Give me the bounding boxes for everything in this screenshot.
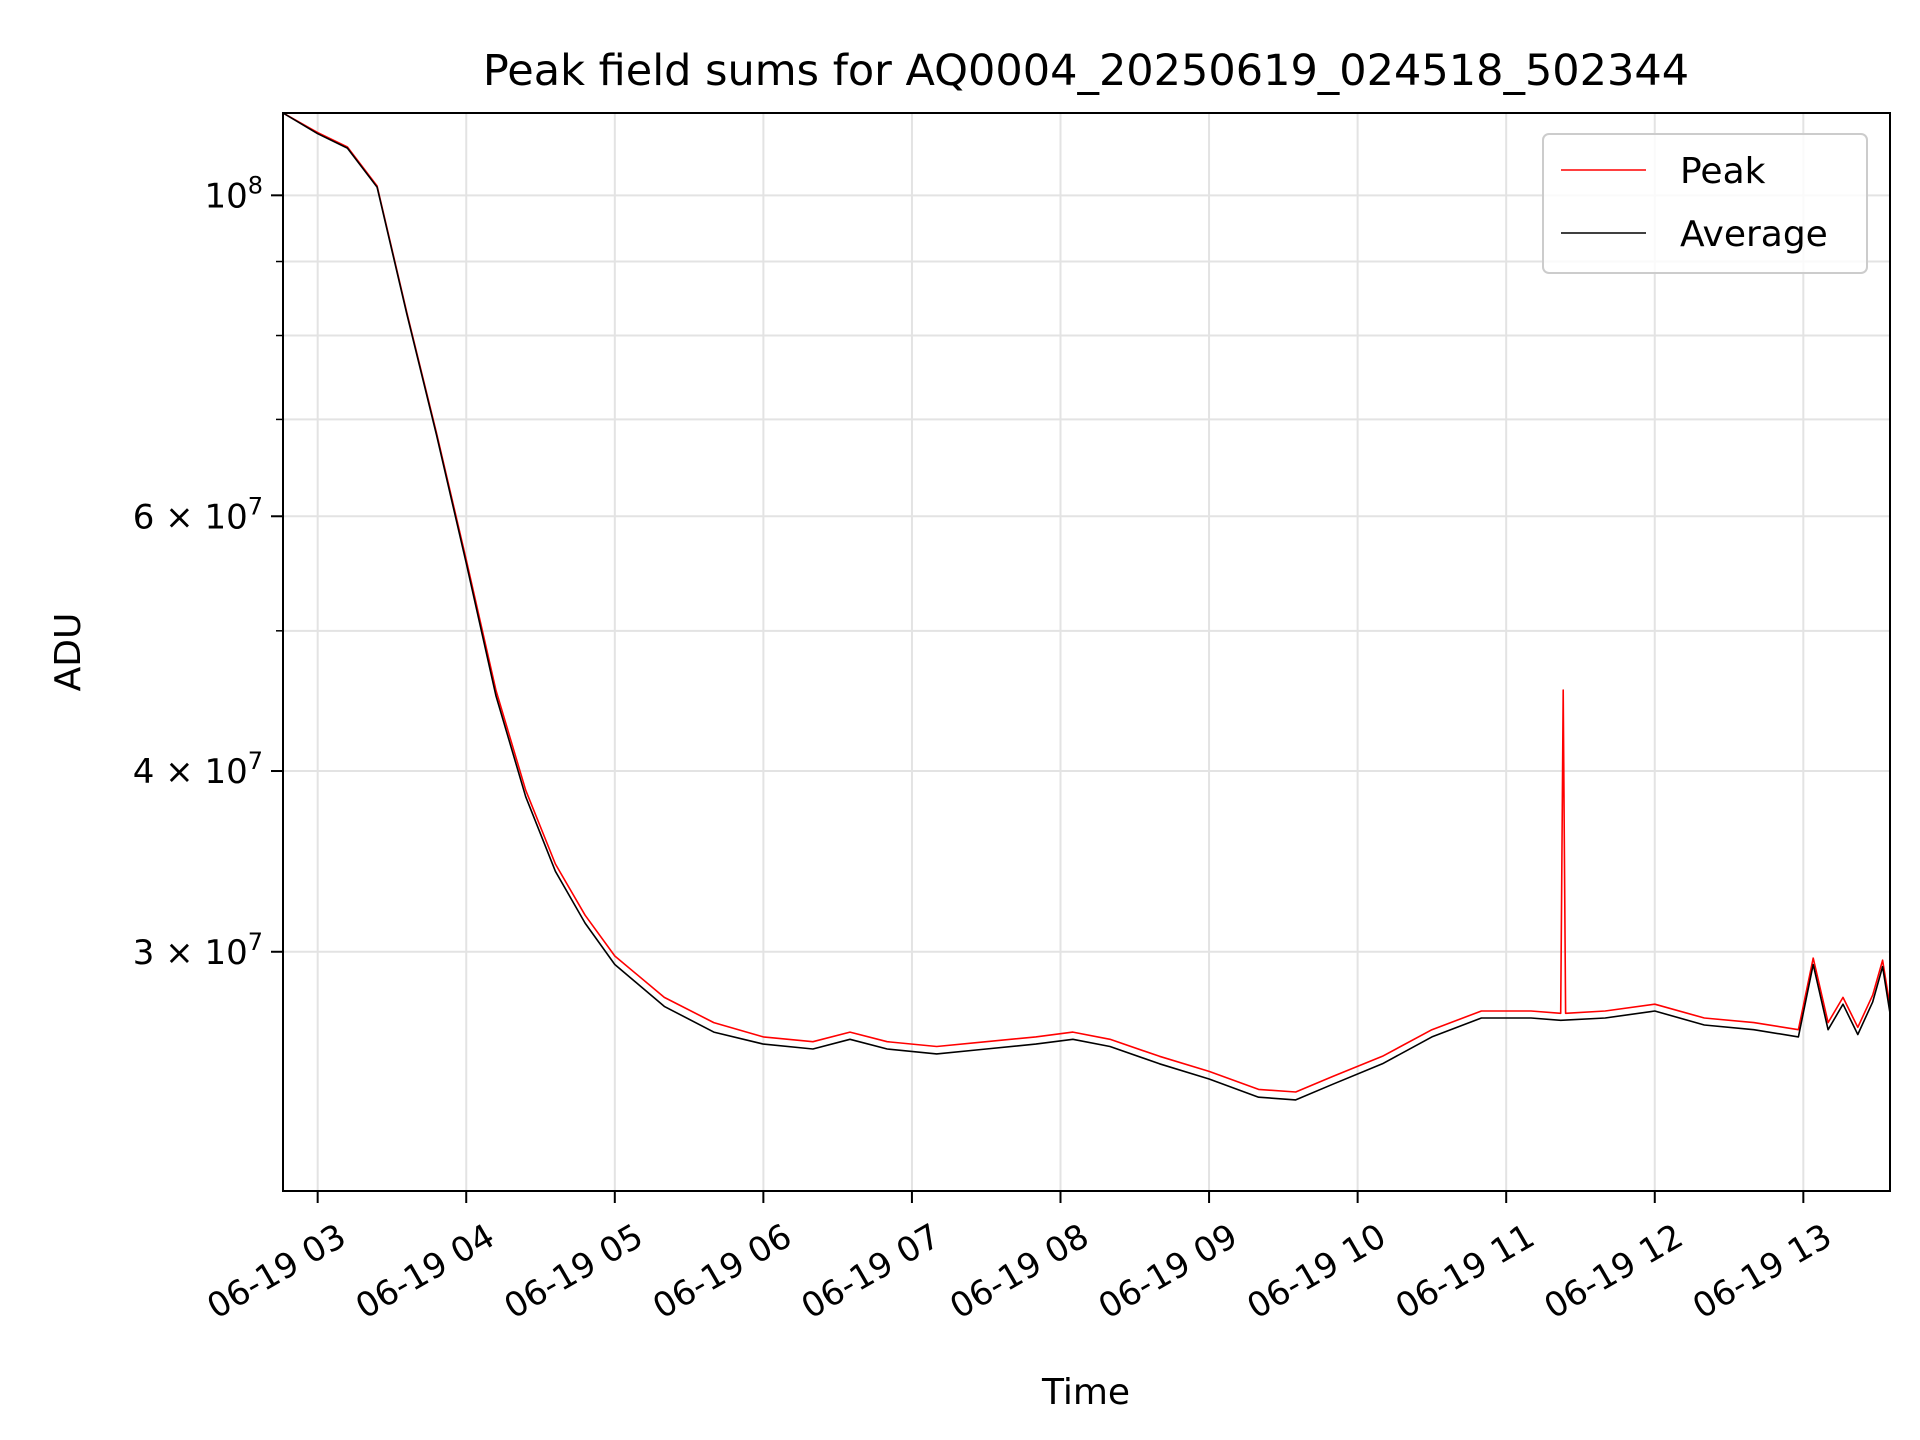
x-axis-label: Time <box>1041 1372 1130 1413</box>
legend: Peak Average <box>1542 133 1868 274</box>
y-tick-label: 4 × 107 <box>133 747 263 792</box>
legend-label-peak: Peak <box>1680 151 1766 192</box>
legend-box <box>1542 133 1868 274</box>
y-tick-label: 6 × 107 <box>133 492 263 537</box>
plot-area <box>283 113 1890 1191</box>
y-axis-label: ADU <box>48 613 89 692</box>
chart-title: Peak field sums for AQ0004_20250619_0245… <box>483 46 1689 96</box>
y-tick-label: 108 <box>204 171 263 216</box>
y-tick-label: 3 × 107 <box>133 928 263 973</box>
series-line-average <box>282 112 1891 1101</box>
plot-frame <box>282 112 1891 1192</box>
y-axis: 108 6 × 107 4 × 107 3 × 107 <box>133 171 283 973</box>
legend-label-average: Average <box>1680 214 1828 255</box>
series-line-peak <box>282 112 1891 1093</box>
series-layer <box>282 112 1891 1101</box>
